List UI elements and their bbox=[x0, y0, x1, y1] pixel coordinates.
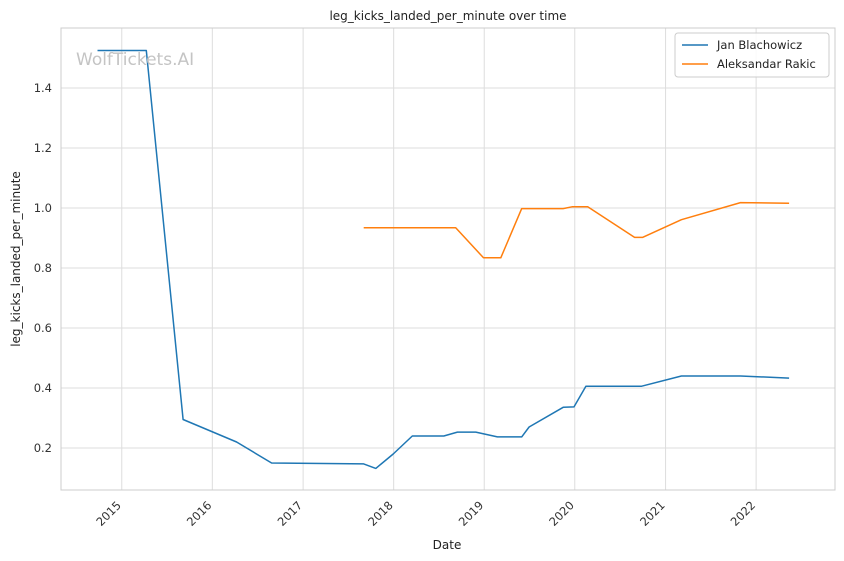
y-tick-labels: 0.2 0.4 0.6 0.8 1.0 1.2 1.4 bbox=[34, 81, 52, 455]
chart-title: leg_kicks_landed_per_minute over time bbox=[329, 9, 566, 23]
y-axis-title: leg_kicks_landed_per_minute bbox=[9, 171, 23, 347]
x-tick-label: 2022 bbox=[728, 498, 759, 529]
x-tick-label: 2018 bbox=[365, 498, 396, 529]
y-tick-label: 1.2 bbox=[34, 141, 52, 155]
y-tick-label: 1.0 bbox=[34, 201, 52, 215]
x-tick-label: 2021 bbox=[637, 498, 668, 529]
y-tick-label: 0.4 bbox=[34, 381, 52, 395]
legend: Jan Blachowicz Aleksandar Rakic bbox=[674, 32, 830, 78]
x-axis-title: Date bbox=[433, 538, 462, 552]
x-tick-label: 2015 bbox=[93, 498, 124, 529]
x-tick-label: 2019 bbox=[456, 498, 487, 529]
series-layer bbox=[97, 49, 790, 470]
grid bbox=[61, 28, 835, 490]
x-tick-label: 2016 bbox=[184, 498, 215, 529]
legend-box bbox=[674, 32, 830, 78]
y-tick-label: 1.4 bbox=[34, 81, 52, 95]
legend-label-aleksandar-rakic: Aleksandar Rakic bbox=[717, 57, 816, 71]
y-tick-label: 0.2 bbox=[34, 441, 52, 455]
x-tick-label: 2017 bbox=[275, 498, 306, 529]
series-line-aleksandar-rakic bbox=[363, 201, 790, 259]
plot-frame bbox=[60, 27, 836, 491]
x-tick-labels: 2015 2016 2017 2018 2019 2020 2021 2022 bbox=[93, 498, 758, 529]
watermark-text: WolfTickets.AI bbox=[76, 50, 194, 70]
y-tick-label: 0.8 bbox=[34, 261, 52, 275]
x-tick-label: 2020 bbox=[546, 498, 577, 529]
series-line-jan-blachowicz bbox=[97, 49, 790, 470]
legend-label-jan-blachowicz: Jan Blachowicz bbox=[716, 38, 802, 52]
y-tick-label: 0.6 bbox=[34, 321, 52, 335]
